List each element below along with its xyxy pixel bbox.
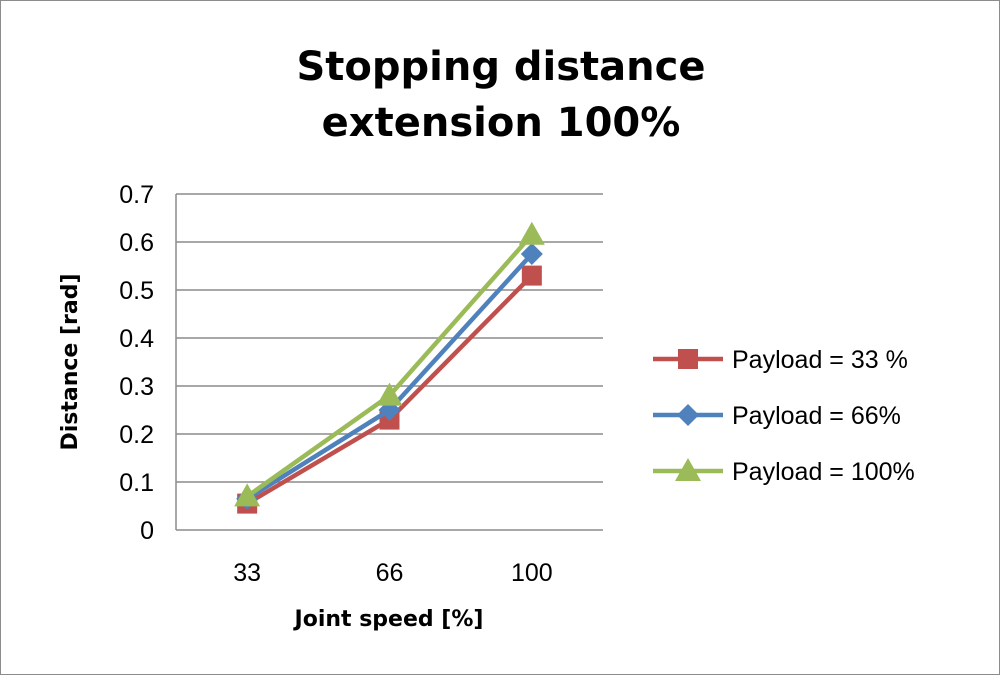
y-tick-label: 0.6: [119, 229, 154, 257]
y-tick-label: 0.2: [119, 421, 154, 449]
legend-label: Payload = 33 %: [732, 346, 908, 374]
data-point-series-2: [234, 483, 261, 507]
y-tick-label: 0.5: [119, 277, 154, 305]
x-axis-label: Joint speed [%]: [293, 607, 484, 632]
x-tick-label: 66: [376, 559, 404, 587]
chart-title-line2: extension 100%: [321, 100, 681, 146]
y-axis-label: Distance [rad]: [58, 273, 83, 450]
chart-title: Stopping distance extension 100%: [1, 39, 999, 151]
data-point-series-0: [521, 265, 542, 286]
y-tick-label: 0.3: [119, 373, 154, 401]
series-line-2: [245, 233, 534, 499]
legend-marker-1: [677, 404, 699, 426]
y-tick-label: 0.4: [119, 325, 154, 353]
data-point-series-1: [520, 243, 543, 265]
legend-marker-2: [675, 458, 701, 481]
y-tick-label: 0: [140, 517, 154, 545]
legend-label: Payload = 66%: [732, 402, 901, 430]
legend-label: Payload = 100%: [732, 458, 915, 486]
data-point-series-2: [518, 221, 545, 245]
y-tick-label: 0.1: [119, 469, 154, 497]
x-tick-label: 100: [511, 559, 553, 587]
y-tick-label: 0.7: [119, 181, 154, 209]
chart-title-line1: Stopping distance: [296, 44, 706, 90]
data-point-series-2: [376, 382, 403, 406]
legend-marker-0: [678, 349, 698, 369]
x-tick-label: 33: [233, 559, 261, 587]
